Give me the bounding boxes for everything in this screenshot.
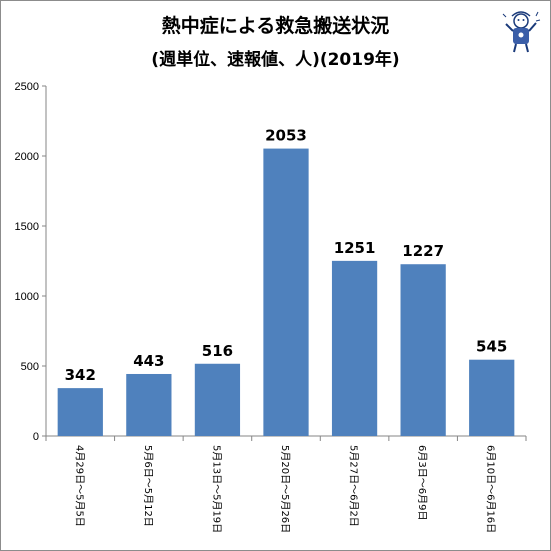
data-label: 1251 — [334, 239, 376, 257]
chart-title: 熱中症による救急搬送状況 — [161, 15, 390, 37]
y-tick-label: 1000 — [15, 291, 39, 303]
bar — [400, 264, 446, 436]
mascot-character-icon — [502, 11, 541, 53]
x-tick-label: 6月3日～6月9日 — [416, 445, 428, 520]
x-tick-label: 5月20日～5月26日 — [279, 445, 291, 533]
y-tick-label: 2500 — [15, 81, 39, 93]
data-label: 342 — [65, 366, 96, 384]
y-tick-label: 1500 — [15, 221, 39, 233]
bar — [57, 388, 103, 436]
y-tick-label: 500 — [21, 361, 39, 373]
bar — [126, 373, 172, 436]
data-label: 516 — [202, 342, 233, 360]
data-label: 443 — [133, 352, 164, 370]
x-tick-label: 5月27日～6月2日 — [348, 445, 360, 527]
chart-subtitle: (週単位、速報値、人)(2019年) — [151, 50, 400, 70]
x-tick-label: 5月6日～5月12日 — [142, 445, 154, 527]
x-tick-label: 5月13日～5月19日 — [210, 445, 222, 533]
bar — [263, 148, 309, 436]
bar — [331, 260, 378, 436]
data-label: 1227 — [402, 242, 444, 260]
x-tick-label: 6月10日～6月16日 — [485, 445, 497, 533]
x-tick-label: 4月29日～5月5日 — [73, 445, 85, 527]
bar — [194, 363, 241, 436]
bar — [469, 359, 515, 436]
y-tick-label: 2000 — [15, 151, 39, 163]
data-label: 545 — [476, 338, 507, 356]
y-tick-label: 0 — [33, 431, 39, 443]
data-label: 2053 — [265, 127, 307, 145]
